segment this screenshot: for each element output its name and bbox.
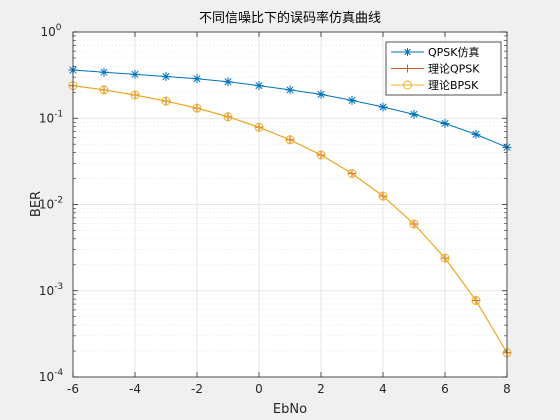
y-tick-label: 10-4 xyxy=(39,368,64,384)
circle-marker xyxy=(161,96,171,106)
asterisk-marker xyxy=(130,69,140,79)
asterisk-marker xyxy=(378,102,388,112)
chart-title: 不同信噪比下的误码率仿真曲线 xyxy=(199,10,381,26)
asterisk-marker xyxy=(285,85,295,95)
y-tick-base: 10 xyxy=(39,284,54,298)
asterisk-marker xyxy=(403,48,412,56)
circle-marker xyxy=(471,296,481,306)
circle-marker xyxy=(285,135,295,145)
y-tick-exponent: -1 xyxy=(54,109,63,119)
legend-item: 理论BPSK xyxy=(391,78,479,92)
circle-marker xyxy=(347,168,357,178)
circle-marker xyxy=(99,85,109,95)
legend-item: QPSK仿真 xyxy=(391,45,480,59)
asterisk-marker xyxy=(471,129,481,139)
circle-marker xyxy=(440,253,450,263)
circle-marker xyxy=(403,80,412,90)
y-tick-label: 10-2 xyxy=(39,196,63,212)
y-tick-label: 100 xyxy=(40,23,61,39)
series-3 xyxy=(68,81,512,358)
y-tick-label: 10-3 xyxy=(39,282,63,298)
circle-marker xyxy=(130,90,140,100)
circle-marker xyxy=(409,219,419,229)
series-line xyxy=(72,85,508,354)
legend-label: 理论QPSK xyxy=(428,62,480,76)
circle-marker xyxy=(378,191,388,201)
x-tick-label: 2 xyxy=(317,382,325,396)
circle-marker xyxy=(223,112,233,122)
asterisk-marker xyxy=(99,67,109,77)
y-tick-exponent: 0 xyxy=(56,23,62,33)
circle-marker xyxy=(192,103,202,113)
y-tick-base: 10 xyxy=(39,111,54,125)
circle-marker xyxy=(254,122,264,132)
asterisk-marker xyxy=(316,89,326,99)
x-tick-label: -4 xyxy=(129,382,141,396)
asterisk-marker xyxy=(409,109,419,119)
circle-marker xyxy=(316,150,326,160)
y-tick-base: 10 xyxy=(40,25,55,39)
x-tick-label: 4 xyxy=(379,382,387,396)
asterisk-marker xyxy=(254,81,264,91)
y-tick-base: 10 xyxy=(39,198,54,212)
asterisk-marker xyxy=(161,71,171,81)
y-tick-exponent: -2 xyxy=(54,196,63,206)
y-axis-label: BER xyxy=(29,191,44,217)
y-tick-exponent: -4 xyxy=(54,368,63,378)
asterisk-marker xyxy=(223,77,233,87)
x-axis-label: EbNo xyxy=(273,402,307,417)
y-tick-exponent: -3 xyxy=(54,282,63,292)
legend-label: 理论BPSK xyxy=(428,78,479,92)
x-tick-label: -2 xyxy=(191,382,203,396)
y-tick-label: 10-1 xyxy=(39,109,63,125)
x-tick-label: -6 xyxy=(67,382,79,396)
legend-label: QPSK仿真 xyxy=(428,45,480,59)
x-tick-label: 8 xyxy=(503,382,511,396)
y-tick-base: 10 xyxy=(39,370,54,384)
legend-item: 理论QPSK xyxy=(391,62,480,76)
plus-marker xyxy=(403,64,412,73)
x-tick-label: 6 xyxy=(441,382,449,396)
asterisk-marker xyxy=(192,74,202,84)
asterisk-marker xyxy=(347,95,357,105)
asterisk-marker xyxy=(440,118,450,128)
x-tick-label: 0 xyxy=(255,382,263,396)
